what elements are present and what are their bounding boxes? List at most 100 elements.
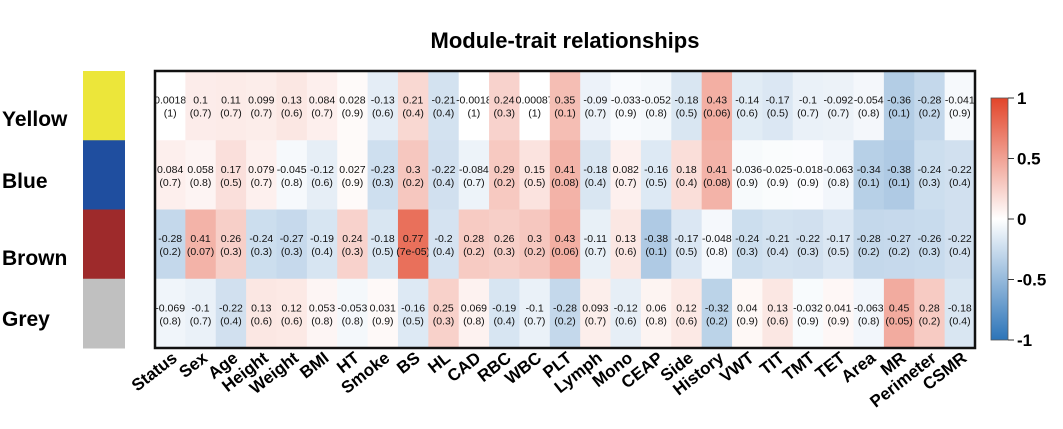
chart-title: Module-trait relationships: [431, 28, 700, 53]
heatmap-cell: [640, 209, 672, 280]
cell-correlation: 0.069: [461, 302, 487, 314]
column-label: VWT: [716, 348, 758, 387]
cell-p-value: (0.2): [402, 177, 424, 189]
cell-correlation: -0.27: [887, 233, 911, 245]
cell-p-value: (0.9): [736, 315, 758, 327]
cell-correlation: -0.26: [917, 233, 941, 245]
row-label-grey: Grey: [2, 308, 50, 331]
cell-p-value: (0.8): [159, 315, 181, 327]
cell-p-value: (0.3): [797, 246, 819, 258]
heatmap-cell: [489, 278, 520, 349]
cell-p-value: (0.5): [645, 177, 667, 189]
cell-correlation: 0.082: [613, 164, 639, 176]
cell-correlation: -0.084: [459, 164, 489, 176]
cell-correlation: -0.1: [192, 302, 210, 314]
cell-correlation: 0.13: [281, 95, 302, 107]
cell-p-value: (0.2): [554, 315, 576, 327]
cell-p-value: (0.7): [828, 108, 850, 120]
cell-correlation: -0.36: [887, 95, 911, 107]
cell-p-value: (0.2): [463, 246, 485, 258]
cell-correlation: -0.28: [857, 233, 881, 245]
heatmap-cell: [671, 209, 703, 280]
heatmap-cell: [519, 140, 551, 210]
heatmap-cell: [671, 140, 703, 210]
heatmap-cell: [306, 140, 338, 210]
cell-correlation: 0.21: [403, 95, 424, 107]
cell-p-value: (0.4): [949, 246, 971, 258]
heatmap-cell: [367, 278, 399, 349]
cell-p-value: (0.7): [585, 246, 607, 258]
heatmap-frame: [153, 69, 977, 350]
heatmap-cell: [367, 209, 399, 280]
heatmap-cell: [215, 140, 247, 210]
cell-p-value: (0.6): [736, 108, 758, 120]
cell-correlation: 0.18: [676, 164, 697, 176]
cell-p-value: (0.1): [888, 108, 910, 120]
cell-p-value: (0.7): [615, 177, 637, 189]
heatmap-cell: [276, 71, 308, 141]
heatmap-cell: [701, 140, 733, 210]
heatmap-cell: [276, 209, 308, 280]
cell-p-value: (0.7): [463, 177, 485, 189]
cell-correlation: -0.21: [432, 95, 456, 107]
colorbar: [990, 97, 1009, 341]
cell-p-value: (0.3): [342, 246, 364, 258]
cell-correlation: -0.28: [553, 302, 577, 314]
heatmap-cell: [458, 71, 490, 141]
heatmap-cell: [640, 140, 672, 210]
heatmap-cell: [944, 71, 976, 141]
cell-correlation: -0.24: [249, 233, 273, 245]
row-label-brown: Brown: [2, 247, 67, 270]
cell-correlation: 0.35: [555, 95, 576, 107]
heatmap-cell: [762, 209, 794, 280]
cell-p-value: (0.3): [493, 108, 515, 120]
cell-correlation: -0.045: [277, 164, 307, 176]
cell-p-value: (0.7): [220, 108, 242, 120]
heatmap-cell: [914, 209, 946, 280]
cell-p-value: (1): [164, 108, 177, 120]
cell-p-value: (0.6): [281, 315, 303, 327]
cell-p-value: (0.8): [463, 315, 485, 327]
cell-correlation: -0.22: [432, 164, 456, 176]
heatmap-cell: [580, 71, 612, 141]
cell-correlation: -0.24: [735, 233, 759, 245]
cell-p-value: (0.3): [372, 177, 394, 189]
heatmap-cell: [944, 140, 976, 210]
cell-correlation: -0.18: [675, 95, 699, 107]
cell-correlation: -0.34: [857, 164, 881, 176]
cell-correlation: -0.16: [401, 302, 425, 314]
heatmap-cell: [732, 71, 763, 141]
heatmap-cell: [853, 278, 885, 349]
heatmap-cell: [246, 278, 277, 349]
heatmap-cell: [944, 209, 976, 280]
column-label: Status: [128, 348, 181, 395]
cell-correlation: 0.77: [403, 233, 424, 245]
heatmap-cell: [246, 209, 277, 280]
cell-p-value: (0.06): [551, 246, 578, 258]
cell-correlation: -0.09: [583, 95, 607, 107]
heatmap-cell: [215, 71, 247, 141]
heatmap-cell: [792, 140, 824, 210]
heatmap-cell: [458, 209, 490, 280]
cell-p-value: (0.3): [220, 246, 242, 258]
heatmap-cell: [306, 278, 338, 349]
cell-p-value: (0.4): [767, 246, 789, 258]
heatmap-cell: [610, 209, 642, 280]
cell-p-value: (0.08): [551, 177, 578, 189]
cell-p-value: (0.9): [828, 315, 850, 327]
cell-correlation: -0.19: [310, 233, 334, 245]
cell-p-value: (0.4): [433, 177, 455, 189]
cell-correlation: 0.24: [494, 95, 515, 107]
heatmap-cell: [246, 140, 277, 210]
heatmap-cell: [397, 140, 429, 210]
cell-correlation: 0.13: [251, 302, 272, 314]
heatmap-cell: [762, 140, 794, 210]
cell-correlation: 0.26: [494, 233, 515, 245]
cell-correlation: 0.12: [281, 302, 302, 314]
heatmap-cell: [549, 278, 581, 349]
heatmap-cell: [883, 140, 915, 210]
cell-p-value: (0.8): [281, 177, 303, 189]
cell-correlation: -0.22: [948, 233, 972, 245]
heatmap-cell: [397, 278, 429, 349]
